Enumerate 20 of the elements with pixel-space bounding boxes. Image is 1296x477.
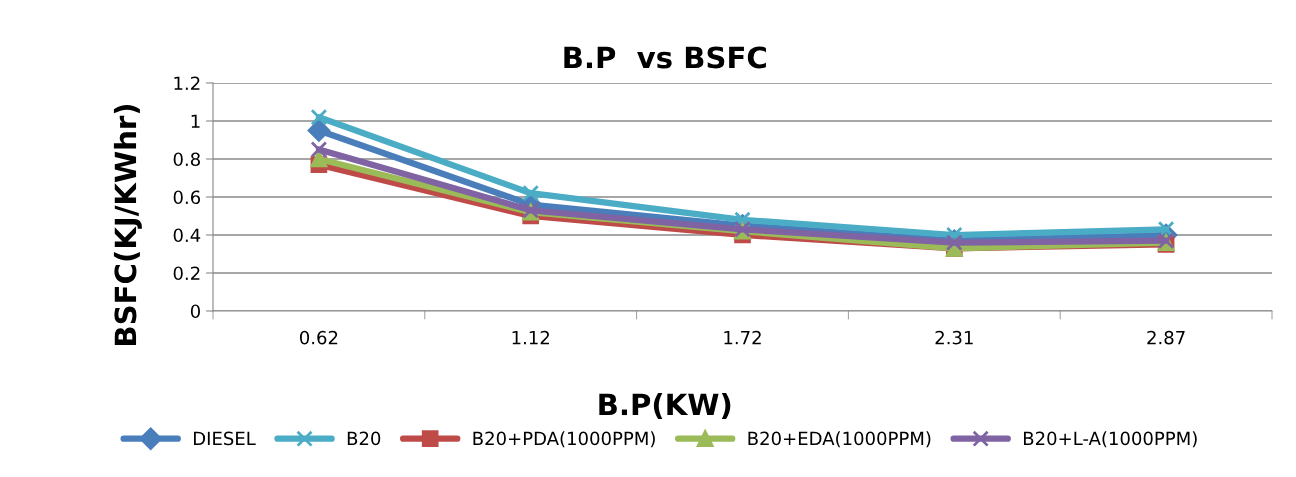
x-tick-label: 0.62 xyxy=(299,330,338,345)
x-tick-label: 1.72 xyxy=(724,330,761,345)
x-axis-title: B.P(KW) xyxy=(599,392,731,419)
y-axis-title: BSFC(KJ/KWhr) xyxy=(113,104,142,345)
x-tick-label: 2.31 xyxy=(935,330,973,345)
y-tick-label: 1 xyxy=(191,114,200,128)
y-tick-label: 0.8 xyxy=(173,152,200,167)
legend-label: DIESEL xyxy=(194,431,256,446)
y-tick-label: 0 xyxy=(190,304,200,319)
legend-label: B20+PDA(1000PPM) xyxy=(473,431,655,448)
x-tick-label: 1.12 xyxy=(512,330,549,345)
legend-label: B20 xyxy=(347,431,381,446)
chart-title: B.P vs BSFC xyxy=(564,46,766,69)
y-tick-label: 1.2 xyxy=(174,76,200,90)
y-tick-label: 0.4 xyxy=(173,228,201,243)
y-tick-label: 0.6 xyxy=(173,190,201,205)
y-tick-label: 0.2 xyxy=(173,266,200,281)
legend-label: B20+L-A(1000PPM) xyxy=(1023,431,1197,448)
legend-label: B20+EDA(1000PPM) xyxy=(748,431,931,448)
x-tick-label: 2.87 xyxy=(1147,330,1185,345)
